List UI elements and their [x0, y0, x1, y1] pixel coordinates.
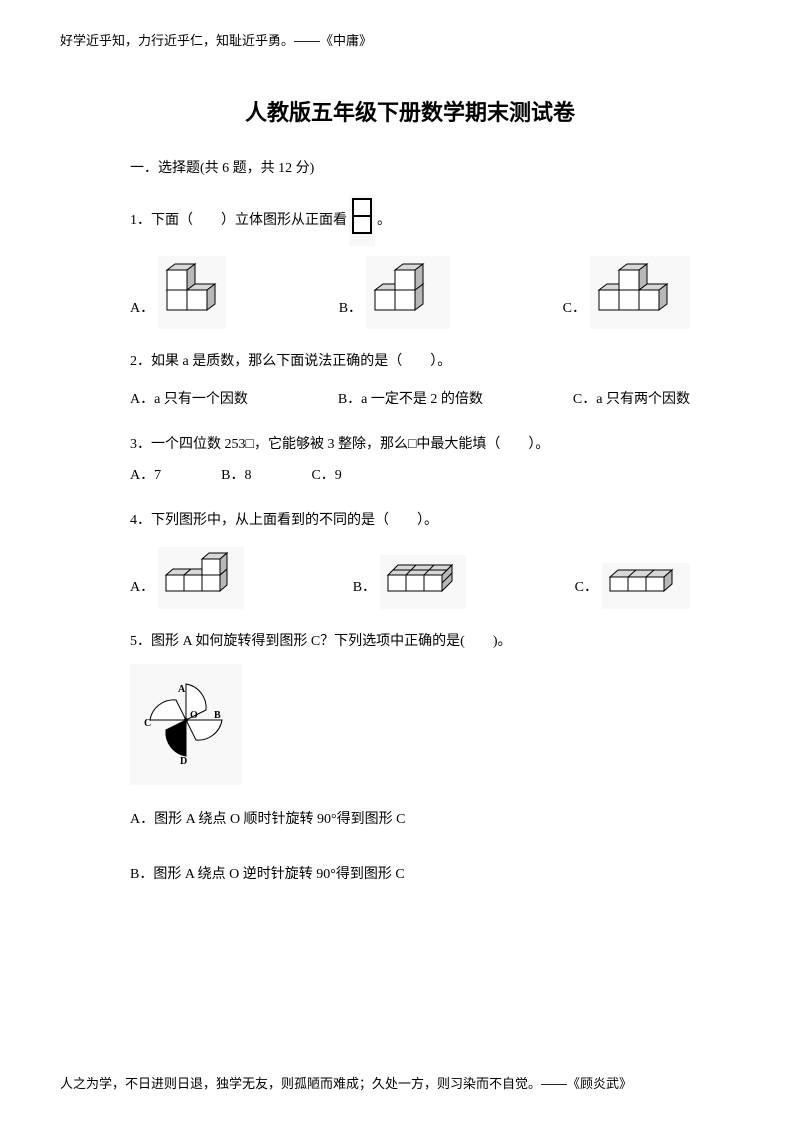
q4-text: 4．下列图形中，从上面看到的不同的是（ ）。: [130, 508, 690, 533]
q1-text-suffix: 。: [377, 208, 391, 233]
spinner-figure: A B C D O: [130, 664, 242, 785]
q2-option-b: B．a 一定不是 2 的倍数: [338, 387, 483, 412]
q3-option-b: B．8: [221, 463, 251, 488]
cube-figure-a: [158, 256, 226, 329]
q2-option-a: A．a 只有一个因数: [130, 387, 248, 412]
cube-figure-4c: [602, 563, 690, 608]
blade-label-b: B: [214, 710, 221, 721]
q1-option-b: B．: [339, 256, 450, 329]
q4-option-c: C．: [575, 563, 690, 608]
center-label-o: O: [190, 710, 198, 721]
q2-option-c: C．a 只有两个因数: [573, 387, 690, 412]
question-3: 3．一个四位数 253□，它能够被 3 整除，那么□中最大能填（ ）。 A．7 …: [130, 432, 690, 488]
q5-option-b: B．图形 A 绕点 O 逆时针旋转 90°得到图形 C: [130, 862, 690, 887]
q5-text: 5．图形 A 如何旋转得到图形 C？下列选项中正确的是( )。: [130, 629, 690, 654]
q4-b-label: B．: [353, 575, 376, 600]
question-1: 1．下面（ ）立体图形从正面看 。 A．: [130, 195, 690, 329]
page-title: 人教版五年级下册数学期末测试卷: [130, 95, 690, 127]
q1-b-label: B．: [339, 296, 362, 321]
footer-quote: 人之为学，不日进则日退，独学无友，则孤陋而难成；久处一方，则习染而不自觉。——《…: [60, 1073, 733, 1092]
header-quote: 好学近乎知，力行近乎仁，知耻近乎勇。——《中庸》: [60, 30, 372, 49]
exam-content: 人教版五年级下册数学期末测试卷 一．选择题(共 6 题，共 12 分) 1．下面…: [130, 95, 690, 907]
q1-option-a: A．: [130, 256, 226, 329]
q1-a-label: A．: [130, 296, 154, 321]
q1-option-c: C．: [563, 256, 690, 329]
q4-a-label: A．: [130, 575, 154, 600]
q3-option-a: A．7: [130, 463, 161, 488]
q4-c-label: C．: [575, 575, 598, 600]
front-view-icon: [349, 195, 375, 246]
q1-c-label: C．: [563, 296, 586, 321]
blade-label-a: A: [178, 684, 186, 695]
blade-label-d: D: [180, 756, 187, 767]
q4-option-b: B．: [353, 555, 466, 608]
cube-figure-b: [366, 256, 450, 329]
question-4: 4．下列图形中，从上面看到的不同的是（ ）。 A．: [130, 508, 690, 608]
cube-figure-4a: [158, 547, 244, 608]
q4-option-a: A．: [130, 547, 244, 608]
question-5: 5．图形 A 如何旋转得到图形 C？下列选项中正确的是( )。 A B C D …: [130, 629, 690, 888]
blade-label-c: C: [144, 718, 151, 729]
question-2: 2．如果 a 是质数，那么下面说法正确的是（ ）。 A．a 只有一个因数 B．a…: [130, 349, 690, 411]
section-heading: 一．选择题(共 6 题，共 12 分): [130, 157, 690, 177]
q2-text: 2．如果 a 是质数，那么下面说法正确的是（ ）。: [130, 349, 690, 374]
cube-figure-4b: [380, 555, 466, 608]
q5-option-a: A．图形 A 绕点 O 顺时针旋转 90°得到图形 C: [130, 807, 690, 832]
q1-text-prefix: 1．下面（ ）立体图形从正面看: [130, 208, 347, 233]
q3-option-c: C．9: [311, 463, 341, 488]
q3-text: 3．一个四位数 253□，它能够被 3 整除，那么□中最大能填（ ）。: [130, 432, 690, 457]
cube-figure-c: [590, 256, 690, 329]
